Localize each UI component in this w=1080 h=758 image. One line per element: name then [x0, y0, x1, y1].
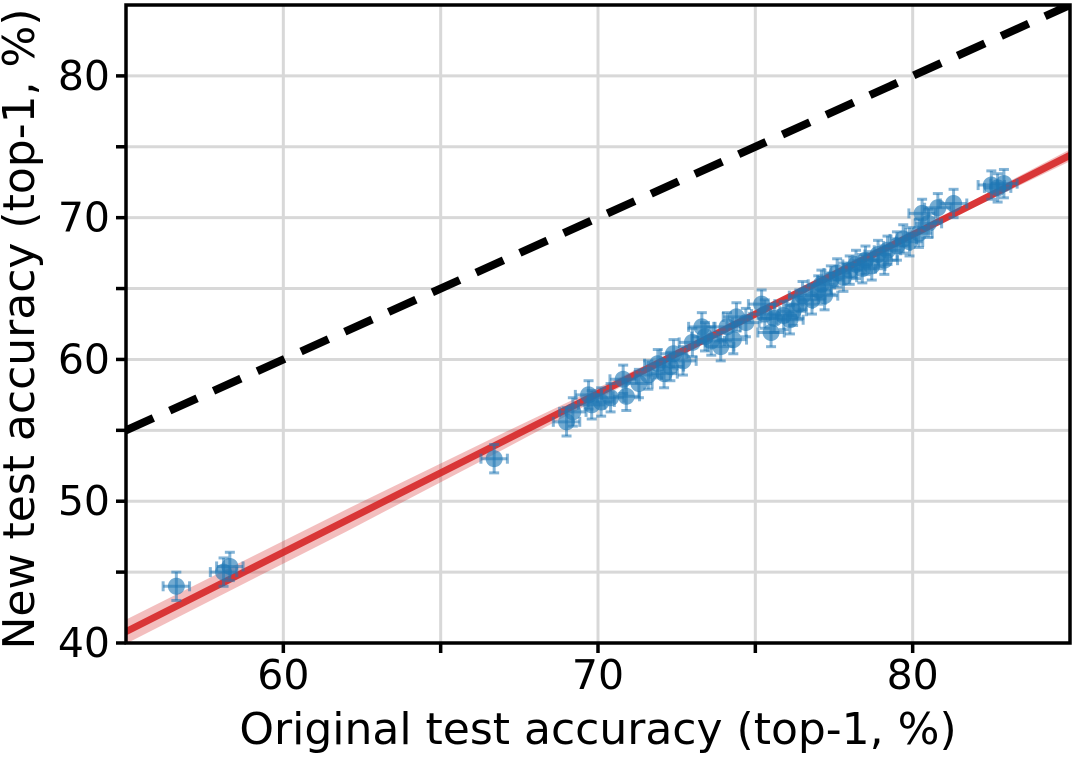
marker	[724, 331, 742, 349]
data-point	[215, 550, 245, 583]
marker	[945, 194, 963, 212]
identity-dashed-line	[126, 5, 1070, 434]
y-axis-label: New test accuracy (top-1, %)	[0, 8, 45, 649]
x-axis-label: Original test accuracy (top-1, %)	[239, 704, 956, 755]
data-point	[989, 167, 1019, 200]
marker	[919, 214, 937, 232]
data-point	[161, 570, 192, 602]
y-tick-label: 40	[58, 619, 110, 667]
data-points	[161, 167, 1019, 602]
tick-labels: 60 70 80 40 50 60 70 80	[58, 52, 939, 699]
marker	[617, 387, 635, 405]
y-tick-label: 70	[58, 194, 110, 242]
data-point	[595, 382, 626, 414]
marker	[816, 287, 834, 305]
marker	[167, 577, 185, 595]
plot-area	[126, 5, 1070, 643]
y-tick-label: 60	[58, 335, 110, 383]
x-tick-label: 60	[257, 651, 309, 699]
marker	[674, 352, 692, 370]
x-tick-label: 80	[887, 651, 939, 699]
marker	[639, 366, 657, 384]
marker	[221, 557, 239, 575]
y-tick-label: 50	[58, 477, 110, 525]
marker	[929, 199, 947, 217]
marker	[614, 370, 632, 388]
axis-ticks	[116, 74, 915, 653]
marker	[995, 175, 1013, 193]
marker	[485, 450, 503, 468]
x-tick-label: 70	[572, 651, 624, 699]
y-tick-label: 80	[58, 52, 110, 100]
marker	[602, 389, 620, 407]
data-point	[479, 443, 509, 475]
data-point	[938, 187, 969, 220]
